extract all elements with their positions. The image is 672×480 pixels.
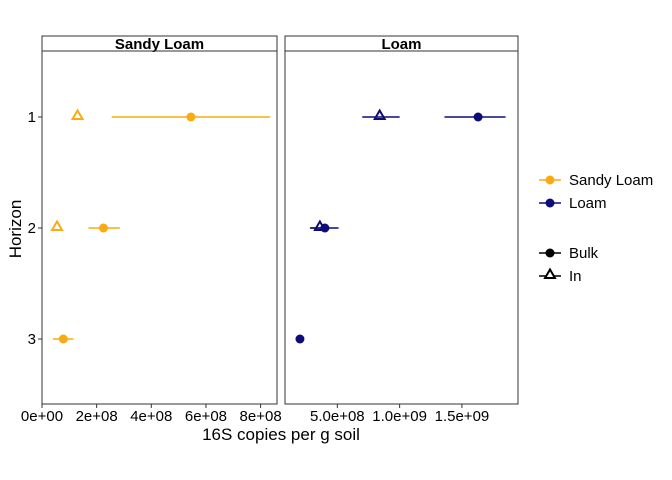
x-tick-label: 0e+00	[21, 408, 63, 425]
legend-item: Bulk	[539, 245, 599, 262]
legend: Sandy Loam Loam Bulk In	[539, 172, 653, 285]
facet-strip-label: Sandy Loam	[115, 36, 204, 53]
point-bulk	[473, 112, 483, 122]
x-tick-label: 5.0e+08	[310, 408, 365, 425]
legend-label: In	[569, 268, 582, 285]
facet-strip-label: Loam	[381, 36, 421, 53]
legend-item: Sandy Loam	[539, 172, 653, 189]
legend-key-point	[545, 198, 555, 208]
point-bulk	[186, 112, 196, 122]
point-in	[70, 108, 85, 121]
y-tick-label: 2	[28, 220, 36, 237]
point-bulk	[58, 334, 68, 344]
x-tick-label: 4e+08	[130, 408, 172, 425]
legend-key-point	[545, 175, 555, 185]
facet-panel: Loam 5.0e+08 1.0e+09 1.5e+09	[284, 35, 519, 425]
y-tick-label: 1	[28, 109, 36, 126]
x-tick-label: 2e+08	[76, 408, 118, 425]
point-in	[50, 219, 64, 232]
x-tick-label: 6e+08	[185, 408, 227, 425]
y-axis-title: Horizon	[6, 200, 25, 259]
legend-label: Loam	[569, 195, 607, 212]
facet-panel: Sandy Loam 1 2 3 0e+00 2e+08 4e+08 6e+08 8e+08	[21, 35, 282, 425]
legend-label: Sandy Loam	[569, 172, 653, 189]
y-tick-label: 3	[28, 331, 36, 348]
point-in	[373, 108, 387, 121]
x-tick-label: 1.0e+09	[372, 408, 427, 425]
panel-border	[41, 50, 278, 405]
legend-item: In	[539, 267, 582, 285]
legend-key-point	[545, 248, 555, 258]
point-bulk	[98, 223, 108, 233]
legend-label: Bulk	[569, 245, 599, 262]
point-bulk	[295, 334, 305, 344]
point-in	[313, 219, 327, 232]
panel-border	[284, 50, 519, 405]
legend-item: Loam	[539, 195, 607, 212]
legend-key-point	[543, 267, 557, 280]
x-axis-title: 16S copies per g soil	[202, 425, 360, 444]
x-tick-label: 8e+08	[240, 408, 282, 425]
x-tick-label: 1.5e+09	[435, 408, 490, 425]
